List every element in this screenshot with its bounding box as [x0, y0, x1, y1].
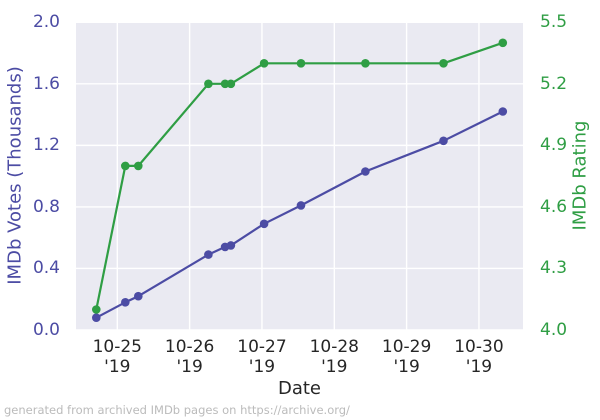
data-point-right	[226, 79, 236, 89]
x-tick: 10-30 '19	[454, 337, 504, 377]
y-left-tick: 0.8	[32, 196, 60, 217]
x-tick: 10-25 '19	[92, 337, 142, 377]
data-point-left	[226, 241, 236, 250]
x-axis-label: Date	[277, 378, 322, 399]
y-axis-right-label: IMDb Rating	[569, 120, 591, 231]
x-tick: 10-28 '19	[309, 337, 359, 377]
data-point-right	[121, 161, 130, 171]
plot-area	[76, 22, 523, 331]
data-point-left	[204, 250, 213, 259]
data-point-left	[259, 219, 269, 229]
y-right-tick: 4.0	[540, 320, 568, 340]
y-right-tick: 4.9	[540, 135, 568, 156]
data-point-right	[498, 38, 508, 48]
data-point-left	[498, 107, 508, 116]
data-point-left	[439, 136, 448, 146]
x-tick: 10-29 '19	[381, 337, 432, 377]
y-left-tick: 2.0	[32, 12, 60, 33]
y-left-tick: 0.0	[32, 320, 60, 340]
data-point-left	[134, 291, 143, 301]
y-right-tick: 4.6	[540, 196, 568, 217]
data-point-right	[259, 59, 269, 68]
data-point-left	[121, 298, 130, 307]
data-point-right	[92, 305, 101, 314]
y-right-tick: 5.5	[540, 12, 568, 33]
data-point-left	[92, 313, 101, 323]
data-point-right	[439, 59, 448, 68]
y-left-tick: 1.6	[32, 73, 60, 94]
y-right-tick: 5.2	[540, 73, 568, 94]
x-tick: 10-26 '19	[164, 337, 215, 377]
data-point-right	[361, 59, 370, 68]
y-axis-left-label: IMDb Votes (Thousands)	[4, 66, 26, 285]
data-point-right	[204, 79, 213, 89]
y-left-tick: 1.2	[32, 135, 60, 156]
data-point-left	[361, 167, 370, 176]
attribution-note: generated from archived IMDb pages on ht…	[4, 403, 350, 417]
data-point-left	[296, 201, 306, 210]
data-point-right	[296, 59, 306, 68]
y-left-tick: 0.4	[32, 258, 60, 279]
data-point-right	[134, 161, 143, 171]
x-tick: 10-27 '19	[237, 337, 287, 377]
y-right-tick: 4.3	[540, 258, 568, 279]
